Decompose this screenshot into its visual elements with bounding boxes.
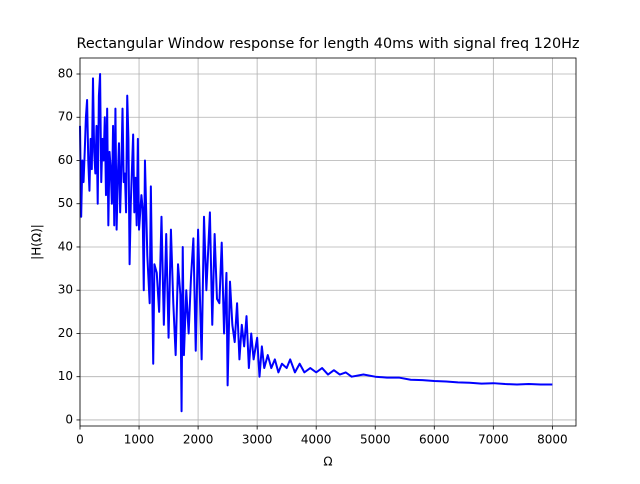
y-axis-label: |H(Ω)| [30, 224, 44, 260]
x-tick-label: 4000 [301, 433, 332, 447]
y-tick-label: 10 [58, 369, 73, 383]
chart-title: Rectangular Window response for length 4… [76, 36, 579, 52]
data-line [79, 73, 553, 413]
plot-frame [79, 57, 577, 427]
x-tick-label: 0 [76, 433, 84, 447]
y-tick-label: 70 [58, 110, 73, 124]
y-tick-label: 20 [58, 326, 73, 340]
y-tick-label: 0 [65, 412, 73, 426]
y-tick-label: 40 [58, 239, 73, 253]
y-tick-label: 50 [58, 196, 73, 210]
y-tick-label: 80 [58, 67, 73, 81]
x-axis-label: Ω [323, 455, 332, 469]
x-tick-label: 2000 [183, 433, 214, 447]
y-tick-label: 30 [58, 283, 73, 297]
x-tick-label: 6000 [419, 433, 450, 447]
x-tick-label: 8000 [537, 433, 568, 447]
x-tick-label: 3000 [242, 433, 273, 447]
x-tick-label: 7000 [478, 433, 509, 447]
y-tick-label: 60 [58, 153, 73, 167]
x-tick-label: 1000 [124, 433, 155, 447]
x-tick-label: 5000 [360, 433, 391, 447]
